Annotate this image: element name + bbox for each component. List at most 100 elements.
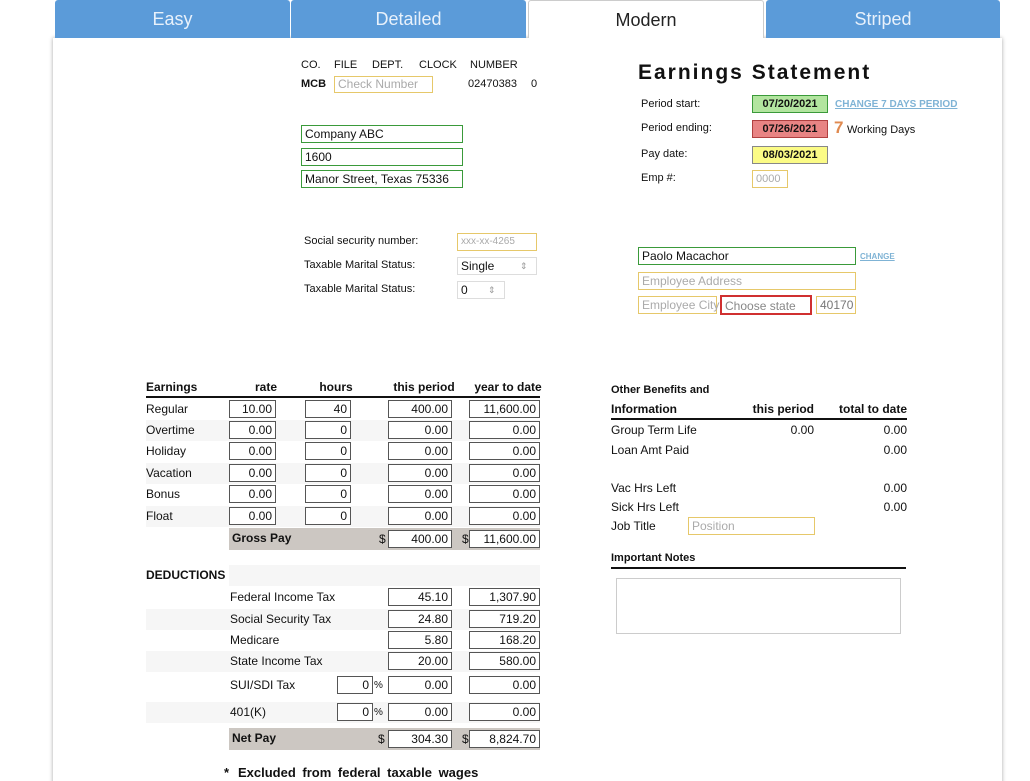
earnings-input[interactable]: 0.00 xyxy=(388,421,452,439)
earnings-input[interactable]: 0.00 xyxy=(229,485,276,503)
deduction-ytd[interactable]: 580.00 xyxy=(469,652,540,670)
company-code: MCB xyxy=(301,78,327,90)
deduction-label: 401(K) xyxy=(230,705,267,719)
check-number-input[interactable]: Check Number xyxy=(334,76,433,93)
earnings-input[interactable]: 0.00 xyxy=(469,464,540,482)
period-ending-input[interactable]: 07/26/2021 xyxy=(752,120,828,138)
employee-change-link[interactable]: CHANGE xyxy=(860,252,895,261)
heading-stripe xyxy=(229,565,540,586)
allowances-select[interactable]: 0 xyxy=(457,281,505,299)
employee-name-input[interactable]: Paolo Macachor xyxy=(638,247,856,265)
header-label: CO. xyxy=(301,59,321,71)
deduction-ytd[interactable]: 168.20 xyxy=(469,631,540,649)
deduction-period[interactable]: 5.80 xyxy=(388,631,452,649)
earnings-input[interactable]: 0 xyxy=(305,507,351,525)
state-select[interactable]: Choose state xyxy=(720,295,812,315)
header-label: NUMBER xyxy=(470,59,518,71)
earnings-row-label: Overtime xyxy=(146,423,195,437)
deductions-heading: DEDUCTIONS xyxy=(146,568,226,582)
benefit-label: Vac Hrs Left xyxy=(611,481,677,495)
working-days-count: 7 xyxy=(834,118,844,137)
deduction-period[interactable]: 24.80 xyxy=(388,610,452,628)
deduction-ytd[interactable]: 1,307.90 xyxy=(469,588,540,606)
earnings-input[interactable]: 0.00 xyxy=(469,442,540,460)
benefits-title: Information xyxy=(611,402,677,416)
company-input[interactable]: 1600 xyxy=(301,148,463,166)
ssn-input[interactable]: xxx-xx-4265 xyxy=(457,233,537,251)
tab[interactable]: Detailed xyxy=(291,0,526,38)
earnings-input[interactable]: 400.00 xyxy=(388,400,452,418)
earnings-input[interactable]: 0 xyxy=(305,421,351,439)
deduction-label: SUI/SDI Tax xyxy=(230,678,296,692)
earnings-input[interactable]: 0.00 xyxy=(388,485,452,503)
pay-date-input[interactable]: 08/03/2021 xyxy=(752,146,828,164)
earnings-header: rate xyxy=(254,380,277,394)
deduction-period[interactable]: 20.00 xyxy=(388,652,452,670)
deduction-label: Medicare xyxy=(230,633,280,647)
benefits-rule xyxy=(611,418,907,420)
earnings-input[interactable]: 0 xyxy=(305,442,351,460)
emp-input[interactable]: 0000 xyxy=(752,170,788,188)
deduction-period[interactable]: 0.00 xyxy=(388,676,452,694)
deduction-ytd[interactable]: 0.00 xyxy=(469,676,540,694)
benefits-header: total to date xyxy=(839,402,907,416)
earnings-input[interactable]: 0.00 xyxy=(388,464,452,482)
earnings-input[interactable]: 0.00 xyxy=(469,485,540,503)
deduction-period[interactable]: 45.10 xyxy=(388,588,452,606)
earnings-input[interactable]: 0.00 xyxy=(229,507,276,525)
benefit-label: Group Term Life xyxy=(611,423,697,437)
working-days-label: Working Days xyxy=(847,124,916,136)
benefit-total: 0.00 xyxy=(883,481,907,495)
earnings-input[interactable]: 0.00 xyxy=(388,507,452,525)
earnings-input[interactable]: 40 xyxy=(305,400,351,418)
gross-period[interactable]: 400.00 xyxy=(388,530,452,548)
notes-label: Important Notes xyxy=(611,552,696,564)
zip-input[interactable]: 40170 xyxy=(816,296,856,314)
marital-select[interactable]: Single xyxy=(457,257,537,275)
percent-input[interactable]: 0 xyxy=(337,676,373,694)
deduction-ytd[interactable]: 0.00 xyxy=(469,703,540,721)
earnings-input[interactable]: 0 xyxy=(305,464,351,482)
benefit-label: Loan Amt Paid xyxy=(611,443,690,457)
job-title-label: Job Title xyxy=(611,519,656,533)
earnings-input[interactable]: 10.00 xyxy=(229,400,276,418)
currency-sign: $ xyxy=(378,732,385,746)
deduction-label: State Income Tax xyxy=(230,654,323,668)
company-input[interactable]: Company ABC xyxy=(301,125,463,143)
earnings-input[interactable]: 0.00 xyxy=(388,442,452,460)
change-period-link[interactable]: CHANGE 7 DAYS PERIOD xyxy=(835,99,958,110)
deduction-ytd[interactable]: 719.20 xyxy=(469,610,540,628)
tab[interactable]: Modern xyxy=(528,0,764,38)
earnings-input[interactable]: 0.00 xyxy=(469,421,540,439)
deduction-period[interactable]: 0.00 xyxy=(388,703,452,721)
job-title-input[interactable]: Position xyxy=(688,517,815,535)
earnings-input[interactable]: 0.00 xyxy=(229,464,276,482)
period-start-input[interactable]: 07/20/2021 xyxy=(752,95,828,113)
earnings-input[interactable]: 0 xyxy=(305,485,351,503)
net-ytd[interactable]: 8,824.70 xyxy=(469,730,540,748)
earnings-input[interactable]: 0.00 xyxy=(469,507,540,525)
deduction-label: Federal Income Tax xyxy=(230,590,336,604)
earnings-input[interactable]: 0.00 xyxy=(229,442,276,460)
employee-city-input[interactable]: Employee City xyxy=(638,296,719,314)
emp-label: Emp #: xyxy=(641,172,676,184)
earnings-header: this period xyxy=(393,380,455,394)
earnings-row-label: Float xyxy=(146,509,173,523)
notes-textarea[interactable] xyxy=(616,578,901,634)
earnings-input[interactable]: 0.00 xyxy=(229,421,276,439)
net-period[interactable]: 304.30 xyxy=(388,730,452,748)
percent-input[interactable]: 0 xyxy=(337,703,373,721)
benefit-period: 0.00 xyxy=(790,423,814,437)
company-input[interactable]: Manor Street, Texas 75336 xyxy=(301,170,463,188)
earnings-input[interactable]: 11,600.00 xyxy=(469,400,540,418)
tab[interactable]: Striped xyxy=(766,0,1000,38)
percent-sign: % xyxy=(374,707,383,718)
allowances-label: Taxable Marital Status: xyxy=(304,283,416,295)
earnings-header: year to date xyxy=(474,380,542,394)
tab[interactable]: Easy xyxy=(55,0,290,38)
gross-ytd[interactable]: 11,600.00 xyxy=(469,530,540,548)
earnings-header: Earnings xyxy=(146,380,198,394)
pay-date-label: Pay date: xyxy=(641,148,688,160)
statement-title: Earnings Statement xyxy=(638,61,872,84)
employee-address-input[interactable]: Employee Address xyxy=(638,272,856,290)
